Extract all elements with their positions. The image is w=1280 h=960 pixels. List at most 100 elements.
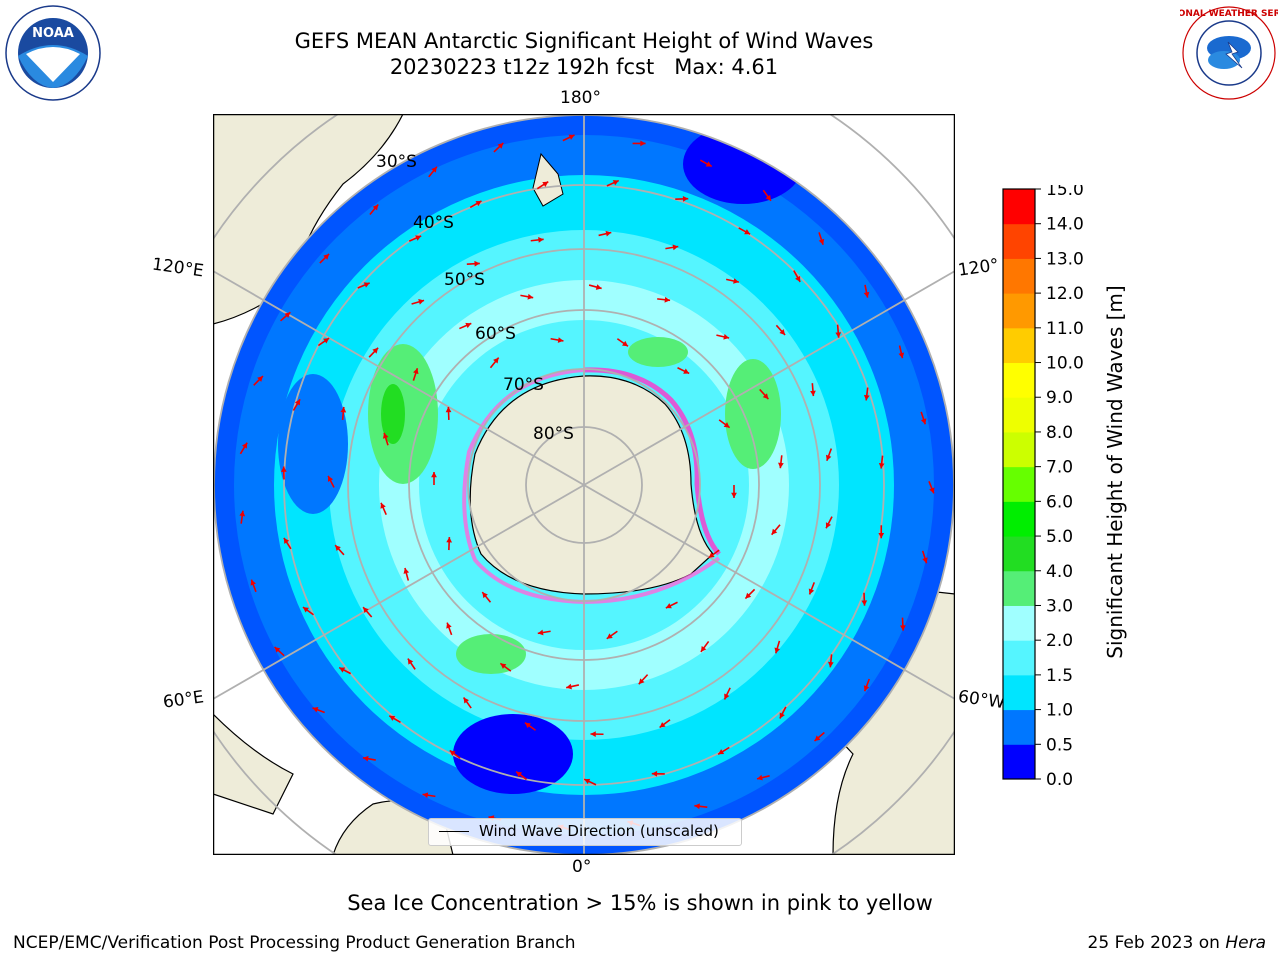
wave-direction-arrowhead bbox=[493, 357, 499, 364]
colorbar-segment bbox=[1003, 709, 1035, 745]
wave-direction-arrowhead bbox=[250, 579, 256, 586]
wave-direction-arrowhead bbox=[778, 462, 784, 469]
wave-direction-arrowhead bbox=[475, 200, 482, 207]
wave-direction-arrowhead bbox=[723, 422, 730, 428]
colorbar-tick-label: 14.0 bbox=[1046, 215, 1084, 235]
wave-direction-arrowhead bbox=[372, 347, 379, 354]
colorbar-segment bbox=[1003, 501, 1035, 537]
wave-direction-arrowhead bbox=[542, 181, 549, 187]
wave-direction-arrowhead bbox=[682, 196, 689, 202]
noaa-logo: NOAA bbox=[5, 5, 101, 101]
wave-direction-arrowhead bbox=[524, 722, 531, 729]
colorbar-tick-label: 12.0 bbox=[1046, 284, 1084, 304]
wave-direction-arrowhead bbox=[241, 442, 248, 449]
wave-direction-arrowhead bbox=[239, 510, 246, 517]
colorbar-segment bbox=[1003, 258, 1035, 294]
nws-logo: NATIONAL WEATHER SERVICE bbox=[1180, 6, 1278, 100]
colorbar-tick-label: 6.0 bbox=[1046, 492, 1073, 512]
wave-direction-arrowhead bbox=[323, 338, 330, 344]
colorbar-segment bbox=[1003, 570, 1035, 606]
colorbar-tick-label: 10.0 bbox=[1046, 354, 1084, 374]
colorbar-segment bbox=[1003, 293, 1035, 329]
lon-label-top: 180° bbox=[560, 88, 601, 108]
wave-direction-arrowhead bbox=[795, 275, 801, 282]
wave-direction-arrowhead bbox=[878, 462, 885, 469]
wave-direction-arrowhead bbox=[463, 697, 470, 704]
colorbar-tick-label: 8.0 bbox=[1046, 423, 1073, 443]
wave-direction-arrowhead bbox=[606, 633, 613, 639]
wave-direction-arrowhead bbox=[335, 545, 341, 552]
colorbar-segment bbox=[1003, 362, 1035, 398]
lat-label-80s: 80°S bbox=[533, 424, 574, 444]
colorbar-tick-label: 1.0 bbox=[1046, 701, 1073, 721]
colorbar-tick-label: 11.0 bbox=[1046, 319, 1084, 339]
colorbar-segment bbox=[1003, 466, 1035, 502]
wave-direction-arrowhead bbox=[664, 296, 671, 303]
wave-direction-arrowhead bbox=[762, 393, 769, 400]
wave-direction-arrowhead bbox=[814, 735, 821, 741]
wave-direction-arrowhead bbox=[779, 329, 786, 336]
colorbar-segment bbox=[1003, 397, 1035, 433]
polar-map bbox=[213, 114, 955, 855]
wave-direction-arrowhead bbox=[808, 588, 815, 595]
wave-direction-arrowhead bbox=[389, 715, 396, 721]
wave-direction-arrowhead bbox=[745, 592, 752, 599]
credit-date: 25 Feb 2023 on Hera bbox=[1088, 933, 1266, 953]
wave-direction-arrowhead bbox=[362, 755, 369, 762]
colorbar-segment bbox=[1003, 536, 1035, 572]
wave-direction-arrowhead bbox=[340, 406, 347, 413]
wave-direction-arrowhead bbox=[659, 722, 666, 728]
wave-direction-arrowhead bbox=[403, 567, 410, 574]
colorbar-frame bbox=[1002, 188, 1036, 780]
wave-direction-arrowhead bbox=[363, 282, 370, 288]
wave-direction-arrowhead bbox=[500, 663, 507, 669]
wave-direction-arrowhead bbox=[323, 253, 330, 260]
wave-direction-arrowhead bbox=[445, 406, 452, 413]
wave-direction-arrowhead bbox=[280, 466, 287, 472]
colorbar-segment bbox=[1003, 605, 1035, 641]
lon-label-upper-right: 120° bbox=[956, 255, 1001, 281]
wave-direction-arrowhead bbox=[294, 399, 301, 406]
wave-direction-arrowhead bbox=[929, 487, 935, 494]
wave-direction-arrowhead bbox=[465, 322, 472, 329]
wave-direction-arrowhead bbox=[771, 528, 778, 535]
wave-direction-arrowhead bbox=[449, 750, 456, 756]
antarctica bbox=[469, 375, 714, 595]
colorbar-tick-label: 2.0 bbox=[1046, 631, 1073, 651]
wave-direction-arrowhead bbox=[380, 502, 386, 509]
wave-direction-arrowhead bbox=[612, 180, 619, 186]
credit-date-text: 25 Feb 2023 on bbox=[1087, 933, 1226, 953]
wave-direction-arrowhead bbox=[638, 678, 645, 685]
colorbar-tick-label: 5.0 bbox=[1046, 527, 1073, 547]
wave-direction-arrowhead bbox=[557, 337, 564, 343]
colorbar-segment bbox=[1003, 189, 1035, 225]
wave-direction-arrowhead bbox=[700, 645, 707, 652]
lon-label-lower-right: 60°W bbox=[956, 686, 1007, 714]
wave-direction-arrowhead bbox=[723, 334, 730, 340]
wave-direction-arrowhead bbox=[590, 731, 596, 737]
wave-direction-arrowhead bbox=[900, 625, 906, 631]
colorbar-tick-label: 15.0 bbox=[1046, 185, 1084, 200]
lon-label-lower-left: 60°E bbox=[161, 687, 206, 713]
colorbar-tick-label: 0.0 bbox=[1046, 770, 1073, 785]
wave-direction-arrowhead bbox=[274, 646, 281, 653]
wave-direction-arrowhead bbox=[339, 667, 346, 673]
sea-ice-note: Sea Ice Concentration > 15% is shown in … bbox=[347, 891, 933, 915]
wave-direction-arrowhead bbox=[863, 291, 870, 298]
wave-direction-arrowhead bbox=[407, 658, 414, 665]
wave-direction-arrowhead bbox=[605, 230, 612, 237]
wave-direction-arrowhead bbox=[413, 368, 419, 375]
colorbar-tick-label: 9.0 bbox=[1046, 388, 1073, 408]
wave-direction-arrowhead bbox=[527, 293, 534, 300]
wave-direction-arrowhead bbox=[446, 537, 453, 543]
wave-direction-arrowhead bbox=[694, 803, 700, 810]
wave-direction-arrowhead bbox=[474, 260, 480, 267]
legend-label: Wind Wave Direction (unscaled) bbox=[479, 822, 719, 840]
wave-direction-arrowhead bbox=[363, 607, 369, 614]
wave-direction-arrowhead bbox=[863, 685, 870, 692]
lat-label-60s: 60°S bbox=[475, 324, 516, 344]
wave-direction-arrowhead bbox=[665, 603, 672, 609]
wave-direction-arrowhead bbox=[724, 693, 730, 700]
wave-direction-arrowhead bbox=[744, 229, 751, 235]
wave-direction-arrowhead bbox=[516, 771, 523, 778]
